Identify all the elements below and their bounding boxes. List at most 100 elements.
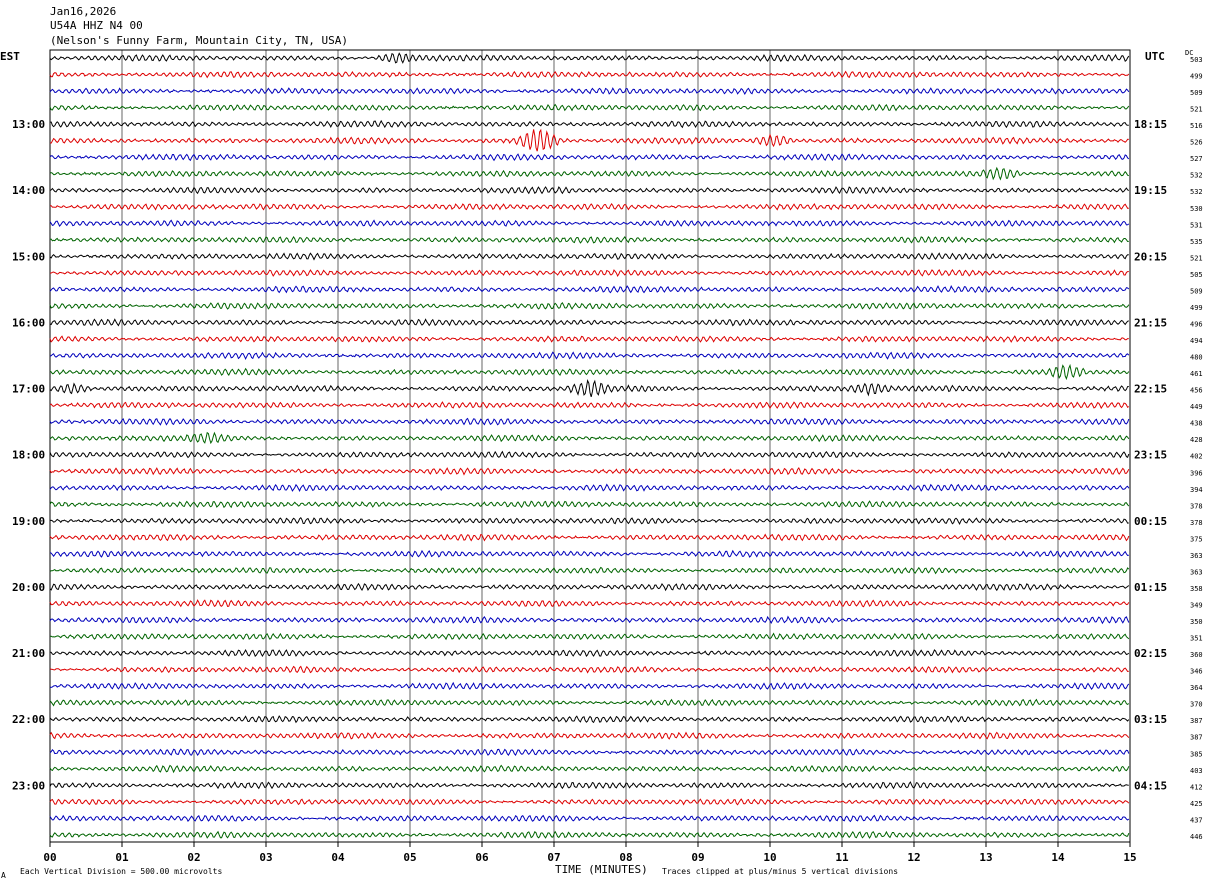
dc-offset-label: 532 bbox=[1190, 172, 1203, 180]
trace-row bbox=[49, 235, 1129, 244]
dc-offset-label: 363 bbox=[1190, 568, 1203, 576]
local-hour-label: 18:00 bbox=[12, 449, 45, 462]
dc-offset-label: 449 bbox=[1190, 403, 1203, 411]
x-tick-label: 15 bbox=[1123, 851, 1136, 864]
trace-row bbox=[49, 615, 1130, 625]
dc-offset-label: 499 bbox=[1190, 304, 1203, 312]
dc-offset-label: 521 bbox=[1190, 254, 1203, 262]
x-tick-label: 13 bbox=[979, 851, 992, 864]
dc-offset-label: 505 bbox=[1190, 271, 1203, 279]
utc-hour-label: 00:15 bbox=[1134, 515, 1167, 528]
dc-offset-label: 378 bbox=[1190, 502, 1203, 510]
dc-offset-label: 403 bbox=[1190, 767, 1203, 775]
x-tick-label: 10 bbox=[763, 851, 776, 864]
local-hour-label: 14:00 bbox=[12, 184, 45, 197]
local-hour-label: 15:00 bbox=[12, 250, 45, 263]
local-hour-label: 16:00 bbox=[12, 316, 45, 329]
x-tick-label: 02 bbox=[187, 851, 200, 864]
dc-offset-label: 437 bbox=[1190, 816, 1203, 824]
trace-row bbox=[49, 500, 1130, 509]
dc-offset-label: 350 bbox=[1190, 618, 1203, 626]
trace-row bbox=[49, 351, 1130, 360]
trace-row bbox=[49, 52, 1130, 64]
trace-row bbox=[49, 798, 1130, 806]
dc-offset-label: 394 bbox=[1190, 486, 1203, 494]
trace-row bbox=[49, 363, 1130, 381]
trace-row bbox=[49, 549, 1129, 558]
dc-offset-label: 364 bbox=[1190, 684, 1203, 692]
trace-row bbox=[49, 764, 1130, 774]
dc-offset-label: 496 bbox=[1190, 320, 1203, 328]
dc-offset-label: 349 bbox=[1190, 601, 1203, 609]
x-tick-label: 14 bbox=[1051, 851, 1065, 864]
dc-offset-label: 521 bbox=[1190, 106, 1203, 114]
trace-row bbox=[49, 285, 1130, 294]
trace-row bbox=[49, 649, 1130, 658]
location-label: (Nelson's Funny Farm, Mountain City, TN,… bbox=[50, 34, 349, 47]
trace-row bbox=[49, 517, 1129, 525]
trace-row bbox=[49, 599, 1130, 608]
dc-header-label: DC bbox=[1185, 49, 1194, 57]
dc-offset-label: 402 bbox=[1190, 453, 1203, 461]
dc-offset-label: 351 bbox=[1190, 635, 1203, 643]
utc-hour-label: 18:15 bbox=[1134, 118, 1167, 131]
utc-hour-label: 03:15 bbox=[1134, 713, 1167, 726]
x-tick-label: 08 bbox=[619, 851, 632, 864]
x-tick-label: 12 bbox=[907, 851, 920, 864]
local-hour-label: 19:00 bbox=[12, 515, 45, 528]
dc-offset-label: 370 bbox=[1190, 701, 1203, 709]
dc-offset-label: 412 bbox=[1190, 783, 1203, 791]
dc-offset-label: 499 bbox=[1190, 73, 1203, 81]
trace-row bbox=[49, 715, 1130, 724]
dc-offset-label: 535 bbox=[1190, 238, 1203, 246]
dc-offset-label: 385 bbox=[1190, 750, 1203, 758]
utc-hour-label: 19:15 bbox=[1134, 184, 1167, 197]
trace-row bbox=[49, 450, 1130, 459]
trace-row bbox=[49, 153, 1130, 162]
dc-offset-label: 387 bbox=[1190, 734, 1203, 742]
trace-row bbox=[49, 582, 1130, 592]
trace-row bbox=[49, 781, 1129, 790]
x-tick-label: 00 bbox=[43, 851, 56, 864]
scale-note: Each Vertical Division = 500.00 microvol… bbox=[20, 867, 223, 876]
x-tick-label: 01 bbox=[115, 851, 129, 864]
trace-row bbox=[49, 731, 1130, 740]
trace-row bbox=[49, 301, 1130, 310]
dc-offset-label: 446 bbox=[1190, 833, 1203, 841]
dc-offset-label: 509 bbox=[1190, 89, 1203, 97]
local-timezone-label: EST bbox=[0, 50, 20, 63]
dc-offset-label: 516 bbox=[1190, 122, 1203, 130]
dc-offset-label: 425 bbox=[1190, 800, 1203, 808]
dc-offset-label: 532 bbox=[1190, 188, 1203, 196]
trace-row bbox=[49, 378, 1129, 398]
trace-row bbox=[49, 566, 1130, 575]
utc-hour-label: 04:15 bbox=[1134, 779, 1167, 792]
clip-note: Traces clipped at plus/minus 5 vertical … bbox=[662, 867, 899, 876]
dc-offset-label: 527 bbox=[1190, 155, 1203, 163]
dc-offset-label: 530 bbox=[1190, 205, 1203, 213]
dc-offset-label: 480 bbox=[1190, 354, 1203, 362]
trace-row bbox=[49, 268, 1129, 278]
utc-timezone-label: UTC bbox=[1145, 50, 1165, 63]
dc-offset-label: 494 bbox=[1190, 337, 1203, 345]
dc-offset-label: 526 bbox=[1190, 139, 1203, 147]
trace-row bbox=[49, 698, 1130, 707]
trace-row bbox=[49, 318, 1129, 327]
plot-frame bbox=[49, 49, 1131, 843]
x-tick-label: 07 bbox=[547, 851, 560, 864]
local-hour-label: 13:00 bbox=[12, 118, 45, 131]
dc-offset-label: 428 bbox=[1190, 436, 1203, 444]
trace-row bbox=[49, 128, 1129, 152]
trace-row bbox=[49, 533, 1130, 542]
x-tick-label: 05 bbox=[403, 851, 416, 864]
trace-row bbox=[49, 70, 1130, 79]
trace-row bbox=[49, 166, 1129, 181]
trace-row bbox=[49, 665, 1129, 674]
dc-offset-label: 461 bbox=[1190, 370, 1203, 378]
dc-offset-label: 360 bbox=[1190, 651, 1203, 659]
dc-offset-label: 387 bbox=[1190, 717, 1203, 725]
corner-mark: A bbox=[1, 871, 6, 880]
dc-offset-label: 375 bbox=[1190, 535, 1203, 543]
local-hour-label: 20:00 bbox=[12, 581, 45, 594]
utc-hour-label: 22:15 bbox=[1134, 383, 1167, 396]
